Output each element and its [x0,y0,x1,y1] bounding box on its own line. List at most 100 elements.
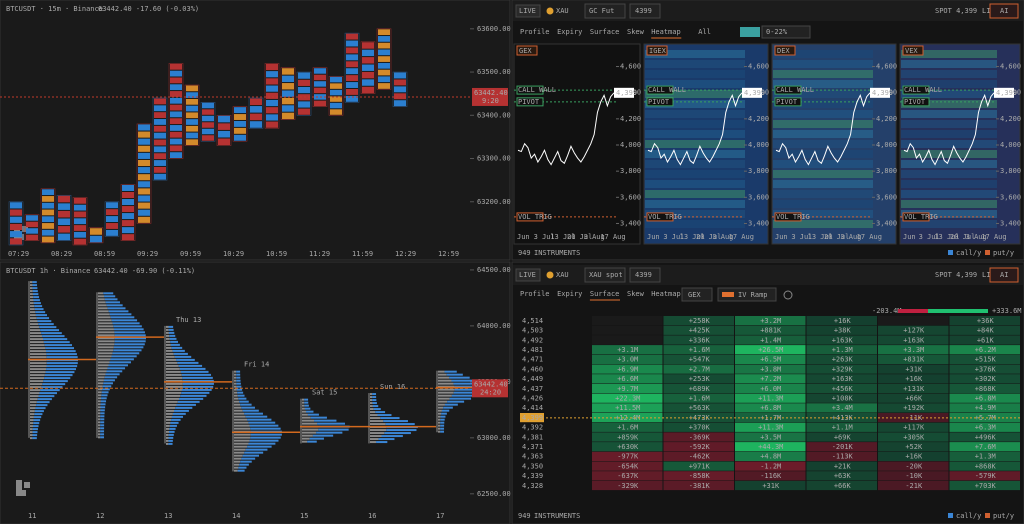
profile-bar-buy [447,400,465,403]
profile-bar-buy [304,404,309,407]
heat-band [773,80,873,88]
profile-bar-sell [302,431,317,434]
profile-bar-sell [98,418,101,421]
heat-band [645,150,745,158]
heat-cell [663,442,734,452]
cell-value: +6.6M [617,375,638,383]
palette-select[interactable] [717,287,777,302]
footprint-cell [362,71,374,79]
x-tick-label: 11:59 [352,250,373,258]
profile-bar-buy [309,437,324,440]
heat-cell [663,325,734,335]
profile-bar-buy [307,440,317,443]
instrument-select[interactable] [584,3,626,19]
heat-band [901,150,997,158]
heat-cell [592,480,663,491]
footprint-cell [106,223,118,229]
heat-cell [592,364,663,374]
cell-value: -201K [832,443,854,451]
candle-range [88,227,104,244]
panel-label: IGEX [649,47,667,55]
profile-bar-buy [440,427,445,430]
profile-bar-buy [249,424,279,427]
tab[interactable]: Surface [590,290,620,298]
footprint-cell [282,112,294,120]
footprint-cell [394,86,406,93]
cell-value: +22.3M [615,394,640,402]
profile-bar-sell [438,379,452,382]
heat-cell [735,374,806,384]
ai-button[interactable] [989,267,1019,283]
profile-bar-buy [34,305,43,308]
tab[interactable]: Skew [627,28,645,36]
x-tick-label: 13 [164,512,172,520]
tab[interactable]: Heatmap [651,290,681,298]
heat-cell [806,345,877,355]
ai-button[interactable] [989,3,1019,19]
footprint-cell [202,115,214,122]
profile-bar-buy [444,403,458,406]
filter[interactable]: All [698,28,711,36]
profile-bar-buy [32,287,38,290]
profile-bar-sell [438,400,448,403]
profile-bar-sell [234,427,251,430]
tab[interactable]: Profile [520,28,550,36]
cell-value: +868K [975,385,997,393]
heat-cell [878,451,949,461]
metric-select[interactable] [681,287,713,302]
tab[interactable]: Expiry [557,28,582,36]
tab[interactable]: Expiry [557,290,582,298]
footprint-cell [42,236,54,243]
tab[interactable]: Surface [590,28,620,36]
instrument-select[interactable] [584,267,626,283]
profile-bar-sell [370,402,373,405]
cell-value: +4.8M [760,453,781,461]
heat-band [773,130,873,138]
footprint-cell [266,71,278,78]
spot: SPOT 4,399 [935,7,977,15]
y-tick-label: 3,400 [1000,219,1021,227]
tab[interactable]: Heatmap [651,28,681,36]
panel-tag [516,45,538,56]
profile-bar-buy [441,412,447,415]
price-badge [629,3,661,19]
cell-value: +31K [905,365,923,373]
footprint-cell [138,216,150,223]
heat-band [773,210,873,218]
heat-cell [878,461,949,471]
profile-bar-buy [174,355,192,358]
profile-bar-buy [175,406,193,409]
cell-value: +456K [832,385,854,393]
candle-range [152,97,168,181]
heat-band [901,170,997,178]
profile-bar-sell [98,391,102,394]
profile-bar-sell [234,373,237,376]
profile-bar-buy [176,358,195,361]
profile-bar-sell [166,370,181,373]
y-tick-label: 63300.00 [477,155,511,163]
heat-cell [949,354,1020,364]
tab[interactable]: Skew [627,290,645,298]
profile-bar-buy [44,377,71,380]
profile-bar-sell [234,421,249,424]
price: 4399 [635,271,652,279]
profile-bar-buy [247,445,272,448]
cell-value: +370K [689,424,711,432]
session-label: Sat 15 [312,389,337,397]
profile-bar-buy [32,281,37,284]
tab[interactable]: Profile [520,290,550,298]
profile-range [368,393,370,444]
profile-bar-buy [245,448,268,451]
profile-bar-buy [172,349,185,352]
heat-cell [735,383,806,394]
heat-cell [878,335,949,345]
heat-cell [949,403,1020,413]
heat-band [645,110,745,118]
profile-bar-buy [177,361,199,364]
profile-bar-sell [438,370,445,373]
profile-bar-sell [234,385,237,388]
cell-value: +3.2M [760,317,781,325]
heat-cell [949,413,1020,423]
profile-bar-buy [377,414,392,417]
heat-band [645,140,745,148]
